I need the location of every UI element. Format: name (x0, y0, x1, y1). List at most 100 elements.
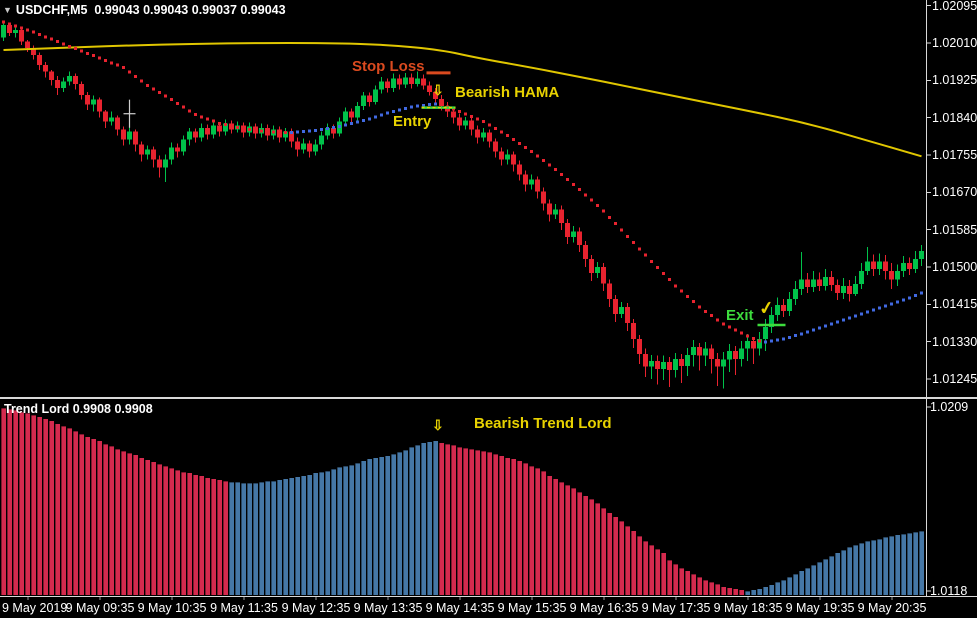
hama-dot (836, 320, 839, 324)
trend-lord-bar (516, 460, 523, 596)
candle-body (523, 174, 528, 185)
hama-dot (242, 127, 245, 131)
trend-lord-bar (162, 465, 169, 596)
trend-lord-bar (774, 581, 781, 596)
candle-body (745, 340, 750, 349)
hama-dot (86, 51, 89, 55)
candle-body (421, 78, 426, 86)
trend-lord-bar (630, 530, 637, 596)
hama-dot (146, 84, 149, 88)
trend-lord-bar (858, 542, 865, 596)
trend-lord-bar (438, 442, 445, 596)
trend-lord-bar (678, 567, 685, 596)
hama-dot (776, 338, 779, 342)
trend-lord-bar (84, 436, 91, 596)
price-label: 1.01670 (932, 185, 977, 199)
candle-body (187, 131, 192, 140)
price-label: 1.02095 (932, 0, 977, 13)
hama-dot (386, 111, 389, 115)
hama-dot (212, 119, 215, 123)
candle-body (475, 129, 480, 138)
candle-body (169, 147, 174, 160)
candle-body (895, 270, 900, 280)
candle-body (709, 348, 714, 359)
candle-body (877, 261, 882, 270)
trend-lord-bar (720, 586, 727, 596)
hama-dot (218, 121, 221, 125)
hama-dot (470, 115, 473, 119)
candle-body (163, 159, 168, 168)
candle-body (607, 283, 612, 300)
trend-lord-bar (702, 579, 709, 596)
hama-dot (596, 204, 599, 208)
trend-lord-bar (876, 538, 883, 596)
trend-lord-bar (246, 482, 253, 596)
candle-body (859, 270, 864, 285)
price-label: 1.02010 (932, 36, 977, 50)
hama-dot (812, 328, 815, 332)
candle-body (37, 54, 42, 65)
hama-dot (62, 42, 65, 46)
candle-body (625, 306, 630, 323)
trend-lord-bar (828, 555, 835, 596)
candle-body (487, 132, 492, 142)
hama-dot (200, 115, 203, 119)
hama-dot (896, 300, 899, 304)
trend-lord-bar (330, 468, 337, 596)
trend-lord-bar (420, 442, 427, 596)
candle-body (553, 209, 558, 215)
candle-body (913, 259, 918, 270)
price-label: 1.01415 (932, 297, 977, 311)
hama-dot (368, 117, 371, 121)
indicator-price-label: 1.0209 (930, 400, 969, 414)
candle-body (439, 98, 444, 106)
candle-body (151, 149, 156, 160)
trend-lord-bar (312, 472, 319, 596)
trend-lord-bar (822, 558, 829, 596)
candle-body (19, 29, 24, 42)
hama-dot (704, 309, 707, 313)
hama-dot (770, 339, 773, 343)
hama-dot (482, 120, 485, 124)
price-label: 1.01925 (932, 73, 977, 87)
hama-dot (272, 130, 275, 134)
candle-body (133, 131, 138, 145)
trend-lord-bar (804, 567, 811, 596)
time-label: 9 May 18:35 (713, 601, 783, 615)
hama-dot (392, 109, 395, 113)
candle-body (13, 29, 18, 33)
bearish-hama-label: Bearish HAMA (455, 84, 560, 101)
candle-body (763, 327, 768, 340)
candle-body (721, 359, 726, 367)
trend-lord-bar (528, 465, 535, 596)
entry-label: Entry (393, 113, 432, 130)
hama-dot (260, 129, 263, 133)
candle-body (61, 81, 66, 88)
candle-body (283, 131, 288, 138)
hama-dot (140, 79, 143, 83)
hama-dot (320, 127, 323, 131)
trend-lord-bar (762, 586, 769, 596)
candle-body (67, 75, 72, 82)
price-label: 1.01245 (932, 372, 977, 386)
hama-dot (68, 44, 71, 48)
trend-lord-bar (648, 544, 655, 596)
candle-body (811, 279, 816, 288)
hama-dot (782, 337, 785, 341)
trend-lord-bar (750, 589, 757, 596)
trend-lord-bar (468, 448, 475, 596)
hama-dot (104, 58, 107, 62)
hama-dot (614, 222, 617, 226)
trend-lord-bar (150, 461, 157, 596)
hama-dot (884, 304, 887, 308)
trend-lord-bar (294, 476, 301, 596)
trend-lord-bar (918, 530, 925, 596)
trend-lord-bar (552, 478, 559, 596)
time-label: 9 May 20:35 (857, 601, 927, 615)
hama-dot (626, 234, 629, 238)
candle-body (835, 285, 840, 293)
trend-lord-bar (366, 458, 373, 596)
candle-body (289, 131, 294, 142)
